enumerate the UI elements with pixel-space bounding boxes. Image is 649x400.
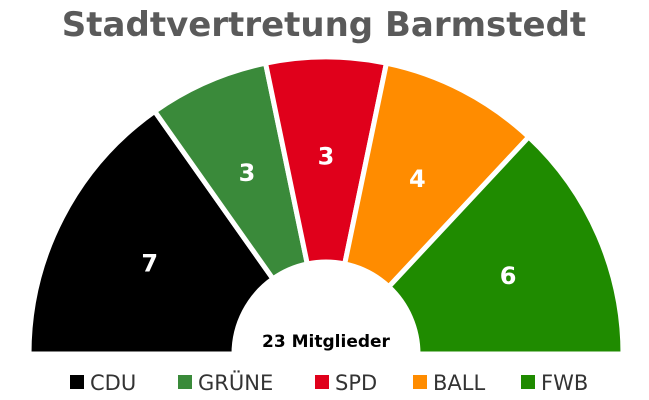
chart-title: Stadtvertretung Barmstedt [62, 5, 586, 45]
legend-swatch-fwb [521, 375, 535, 389]
legend-item-grüne: GRÜNE [178, 370, 273, 395]
legend-item-spd: SPD [315, 371, 377, 395]
seat-count-spd: 3 [318, 143, 335, 171]
seat-count-cdu: 7 [141, 250, 158, 278]
seat-count-ball: 4 [409, 165, 426, 193]
seat-count-grüne: 3 [239, 159, 256, 187]
legend-item-ball: BALL [413, 371, 485, 395]
slice-ball [341, 60, 533, 291]
seat-slices: 7 3 3 4 6 [26, 54, 626, 357]
seat-count-fwb: 6 [500, 262, 517, 290]
legend-item-cdu: CDU [70, 371, 136, 395]
slice-fwb [385, 133, 626, 357]
slice-cdu [26, 107, 277, 357]
legend-label-ball: BALL [433, 371, 485, 395]
legend-swatch-grüne [178, 375, 192, 389]
legend-label-fwb: FWB [541, 371, 588, 395]
legend-label-cdu: CDU [90, 371, 136, 395]
legend-swatch-cdu [70, 375, 84, 389]
legend-label-spd: SPD [335, 371, 377, 395]
legend-swatch-ball [413, 375, 427, 389]
total-members-label: 23 Mitglieder [262, 332, 390, 352]
legend-swatch-spd [315, 375, 329, 389]
legend: CDU GRÜNE SPD BALL FWB [70, 370, 588, 395]
legend-item-fwb: FWB [521, 371, 588, 395]
legend-label-grüne: GRÜNE [198, 370, 273, 395]
